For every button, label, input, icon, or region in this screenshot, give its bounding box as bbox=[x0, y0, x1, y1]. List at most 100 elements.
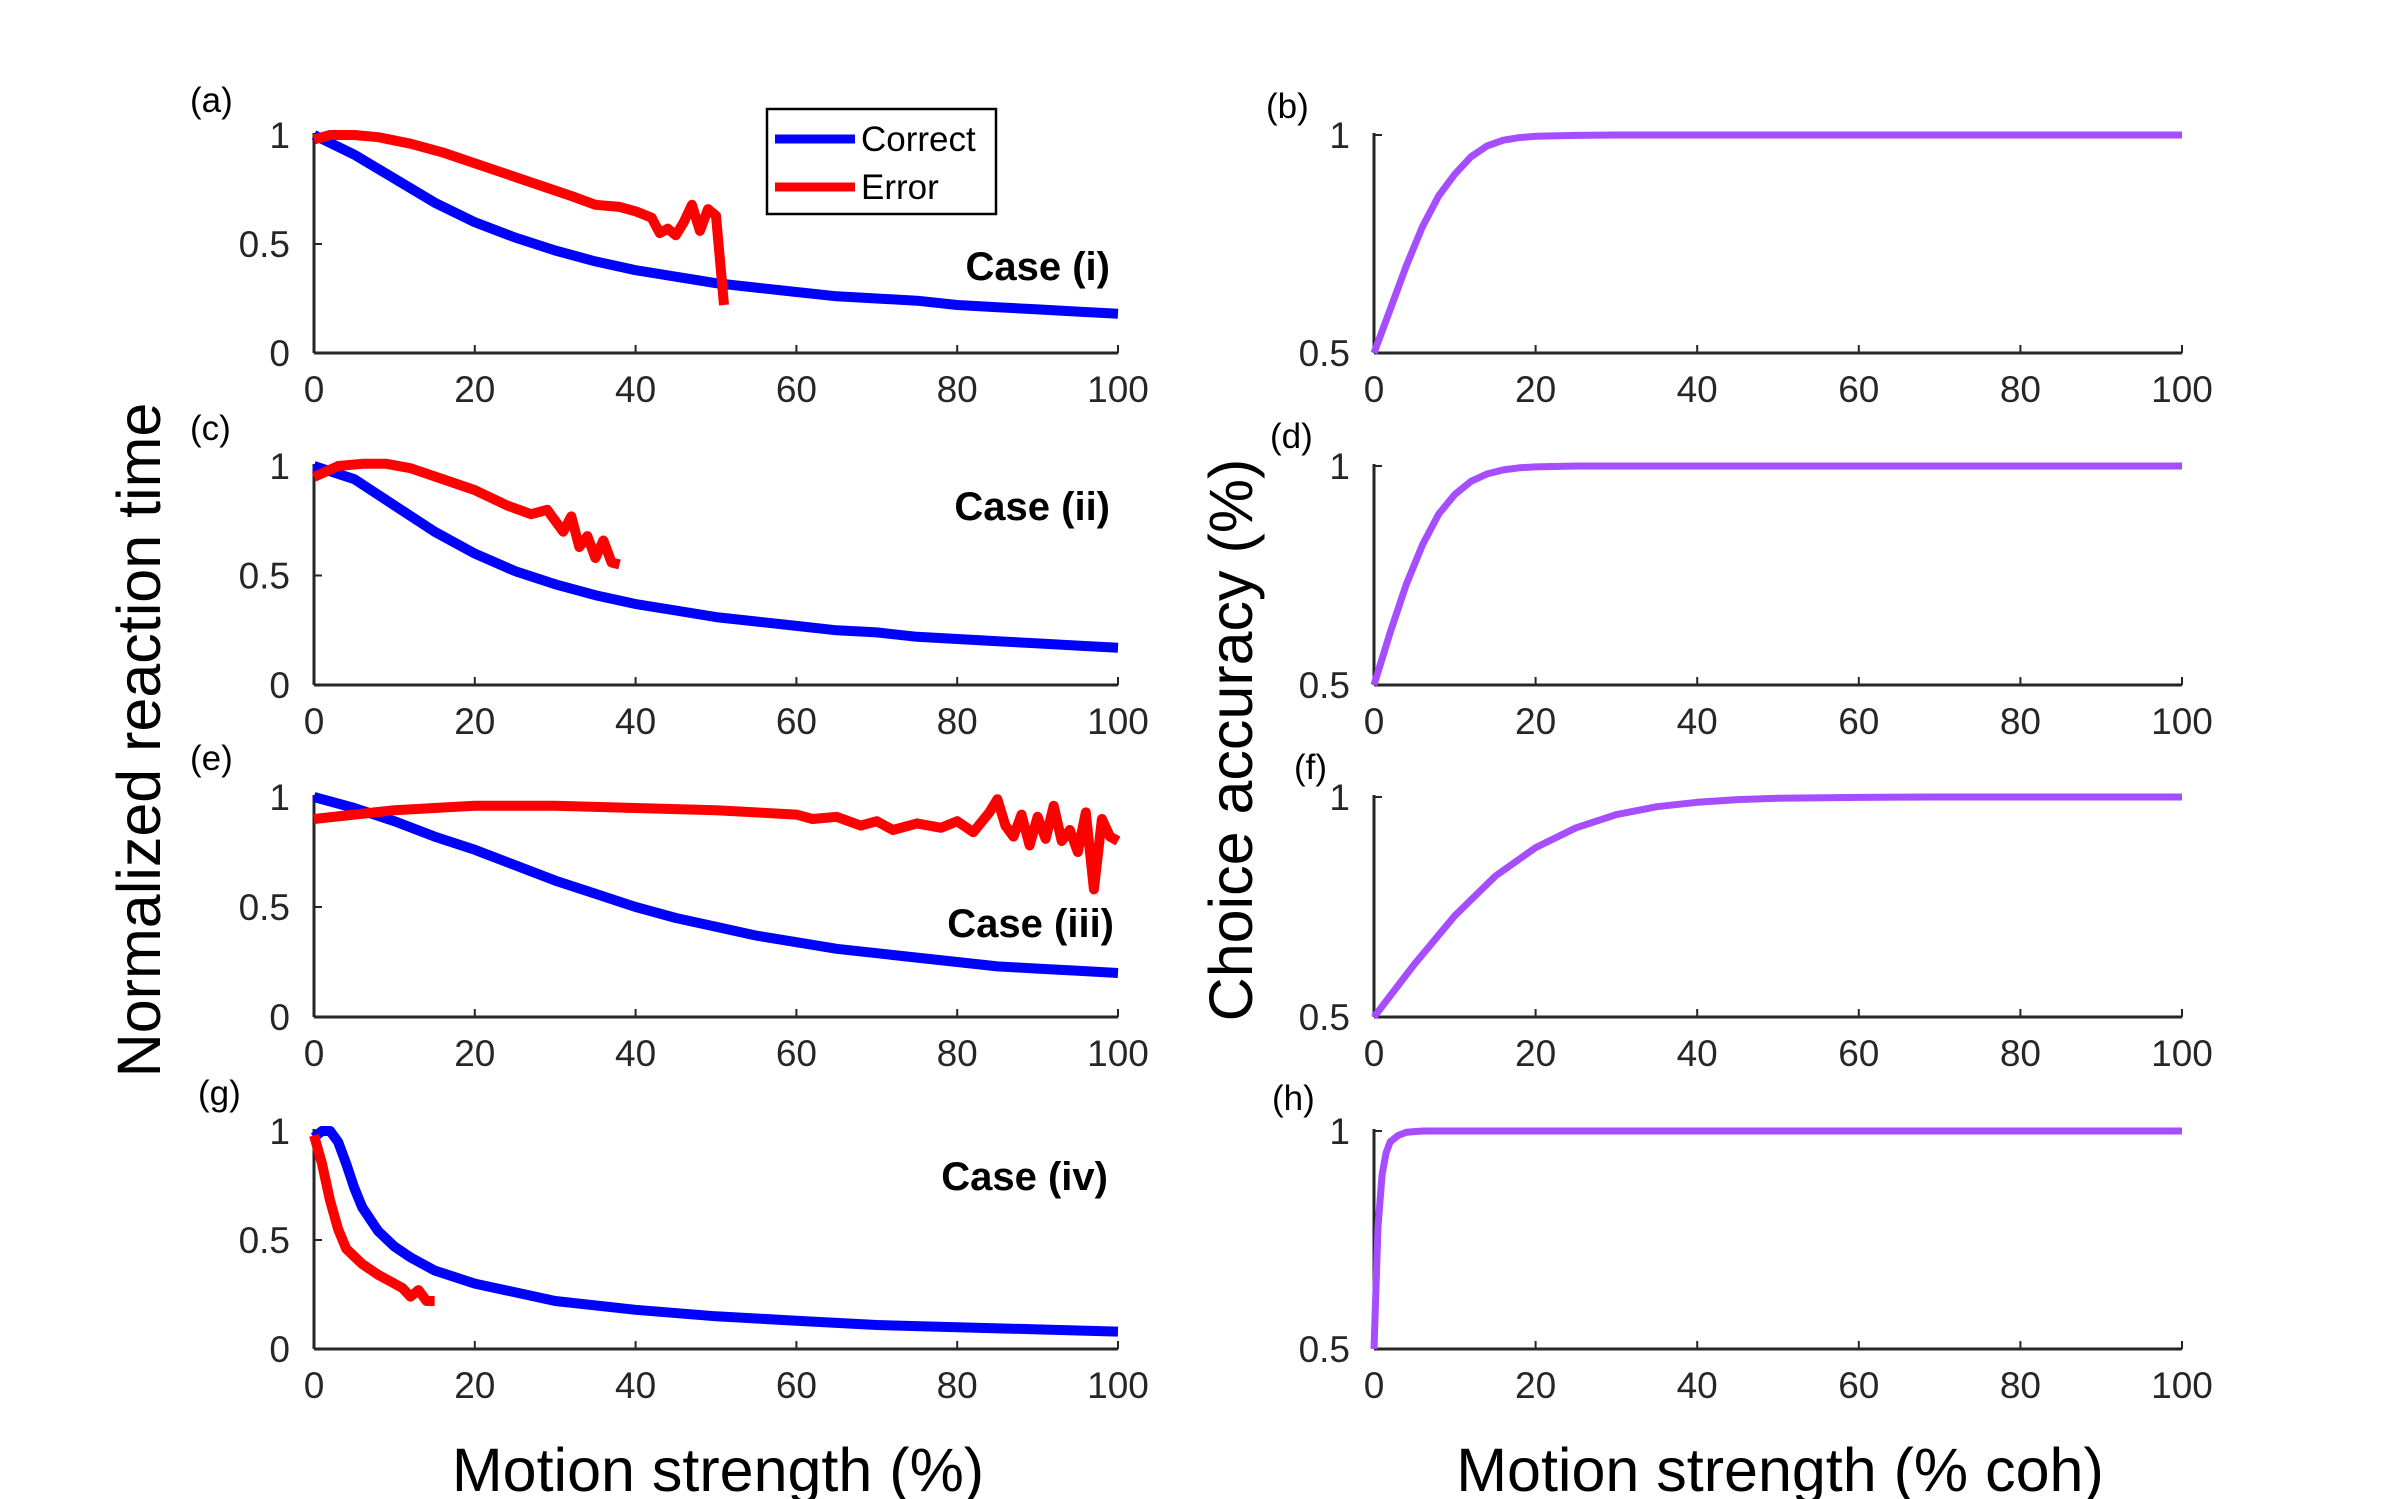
x-tick-label: 100 bbox=[2151, 1365, 2213, 1406]
case-label: Case (ii) bbox=[954, 485, 1110, 529]
x-tick-label: 100 bbox=[2151, 701, 2213, 742]
y-tick-label: 1 bbox=[1329, 777, 1350, 818]
series-error-line bbox=[313, 794, 1121, 895]
x-tick-label: 80 bbox=[2000, 1365, 2041, 1406]
case-label: Case (iv) bbox=[941, 1155, 1108, 1199]
x-tick-label: 60 bbox=[1838, 369, 1879, 410]
x-tick-label: 80 bbox=[937, 1365, 978, 1406]
y-tick-label: 0.5 bbox=[239, 1220, 290, 1261]
left-y-axis-title: Normalized reaction time bbox=[105, 403, 173, 1078]
series-accuracy-line bbox=[1370, 1127, 2182, 1350]
y-tick-label: 0 bbox=[269, 333, 290, 374]
x-tick-label: 40 bbox=[1677, 369, 1718, 410]
y-tick-label: 0.5 bbox=[1299, 997, 1350, 1038]
x-tick-label: 40 bbox=[615, 369, 656, 410]
series-accuracy-line bbox=[1370, 131, 2182, 355]
y-tick-label: 0.5 bbox=[239, 556, 290, 597]
legend-box bbox=[765, 107, 998, 216]
series-accuracy-line bbox=[1371, 793, 2182, 1020]
y-tick-label: 1 bbox=[269, 777, 290, 818]
x-tick-label: 100 bbox=[2151, 1033, 2213, 1074]
panel-label: (h) bbox=[1272, 1079, 1315, 1118]
x-tick-label: 0 bbox=[1364, 1365, 1385, 1406]
legend-label-error: Error bbox=[861, 168, 939, 207]
panel-label: (b) bbox=[1266, 87, 1309, 126]
y-tick-label: 0.5 bbox=[1299, 1329, 1350, 1370]
x-tick-label: 60 bbox=[776, 369, 817, 410]
x-tick-label: 40 bbox=[615, 1033, 656, 1074]
series-correct-line bbox=[312, 461, 1119, 653]
x-tick-label: 60 bbox=[1838, 1365, 1879, 1406]
series-correct-line bbox=[312, 792, 1119, 978]
panel-e: 0 20 40 60 80 100 0 0.5 1 (e) Case (iii) bbox=[190, 739, 1149, 1074]
case-label: Case (i) bbox=[966, 245, 1111, 289]
x-tick-label: 20 bbox=[1515, 1365, 1556, 1406]
series-error-line bbox=[312, 130, 729, 306]
x-tick-label: 40 bbox=[615, 701, 656, 742]
series-accuracy-line bbox=[1370, 462, 2182, 687]
panel-g: 0 20 40 60 80 100 0 0.5 1 (g) Case (iv) bbox=[198, 1074, 1149, 1406]
series-error-line bbox=[311, 458, 621, 570]
y-tick-label: 0.5 bbox=[1299, 665, 1350, 706]
x-tick-label: 100 bbox=[1087, 369, 1149, 410]
y-tick-label: 1 bbox=[1329, 115, 1350, 156]
x-tick-label: 0 bbox=[304, 1365, 325, 1406]
x-tick-label: 20 bbox=[454, 701, 495, 742]
y-tick-label: 1 bbox=[269, 446, 290, 487]
x-tick-label: 60 bbox=[1838, 701, 1879, 742]
y-tick-label: 1 bbox=[1329, 1111, 1350, 1152]
x-tick-label: 80 bbox=[937, 1033, 978, 1074]
panel-label: (f) bbox=[1294, 748, 1327, 787]
panel-c: 0 20 40 60 80 100 0 0.5 1 (c) Case (ii) bbox=[190, 409, 1149, 742]
x-tick-label: 100 bbox=[1087, 1365, 1149, 1406]
x-tick-label: 80 bbox=[2000, 369, 2041, 410]
x-tick-label: 40 bbox=[1677, 701, 1718, 742]
panel-h: 0 20 40 60 80 100 0.5 1 (h) bbox=[1272, 1079, 2213, 1406]
y-tick-label: 1 bbox=[269, 115, 290, 156]
x-tick-label: 100 bbox=[1087, 1033, 1149, 1074]
panel-label: (a) bbox=[190, 81, 233, 120]
y-tick-label: 0.5 bbox=[239, 887, 290, 928]
series-correct-line bbox=[310, 1126, 1119, 1337]
legend-label-correct: Correct bbox=[861, 120, 976, 159]
x-tick-label: 80 bbox=[937, 369, 978, 410]
y-tick-label: 0 bbox=[269, 665, 290, 706]
y-tick-label: 0.5 bbox=[1299, 333, 1350, 374]
case-label: Case (iii) bbox=[947, 902, 1114, 946]
x-tick-label: 0 bbox=[1364, 1033, 1385, 1074]
panel-label: (d) bbox=[1270, 417, 1313, 456]
x-tick-label: 60 bbox=[1838, 1033, 1879, 1074]
x-tick-label: 0 bbox=[304, 701, 325, 742]
left-x-axis-title: Motion strength (%) bbox=[452, 1436, 984, 1499]
x-tick-label: 60 bbox=[776, 1033, 817, 1074]
x-tick-label: 20 bbox=[1515, 369, 1556, 410]
panel-label: (g) bbox=[198, 1074, 241, 1113]
panel-b: 0 20 40 60 80 100 0.5 1 (b) bbox=[1266, 87, 2213, 410]
x-tick-label: 60 bbox=[776, 1365, 817, 1406]
x-tick-label: 100 bbox=[1087, 701, 1149, 742]
x-tick-label: 80 bbox=[937, 701, 978, 742]
panel-f: 0 20 40 60 80 100 0.5 1(f) bbox=[1294, 748, 2213, 1074]
panel-a: 0 20 40 60 80 100 0 0.5 1 (a) Case (i) bbox=[190, 81, 1149, 410]
y-tick-label: 1 bbox=[1329, 446, 1350, 487]
x-tick-label: 0 bbox=[304, 1033, 325, 1074]
x-tick-label: 0 bbox=[304, 369, 325, 410]
x-tick-label: 80 bbox=[2000, 701, 2041, 742]
x-tick-label: 80 bbox=[2000, 1033, 2041, 1074]
series-error-line bbox=[309, 1134, 435, 1306]
right-y-axis-title: Choice accuracy (%) bbox=[1197, 459, 1265, 1022]
x-tick-label: 20 bbox=[1515, 1033, 1556, 1074]
x-tick-label: 0 bbox=[1364, 369, 1385, 410]
y-tick-label: 1 bbox=[269, 1111, 290, 1152]
x-tick-label: 20 bbox=[454, 1033, 495, 1074]
panel-d: 0 20 40 60 80 100 0.5 1 (d) bbox=[1270, 417, 2213, 742]
panel-label: (c) bbox=[190, 409, 231, 448]
x-tick-label: 60 bbox=[776, 701, 817, 742]
x-tick-label: 0 bbox=[1364, 701, 1385, 742]
right-x-axis-title: Motion strength (% coh) bbox=[1456, 1436, 2104, 1499]
x-tick-label: 100 bbox=[2151, 369, 2213, 410]
legend: Correct Error bbox=[765, 107, 998, 216]
y-tick-label: 0 bbox=[269, 997, 290, 1038]
x-tick-label: 40 bbox=[1677, 1365, 1718, 1406]
